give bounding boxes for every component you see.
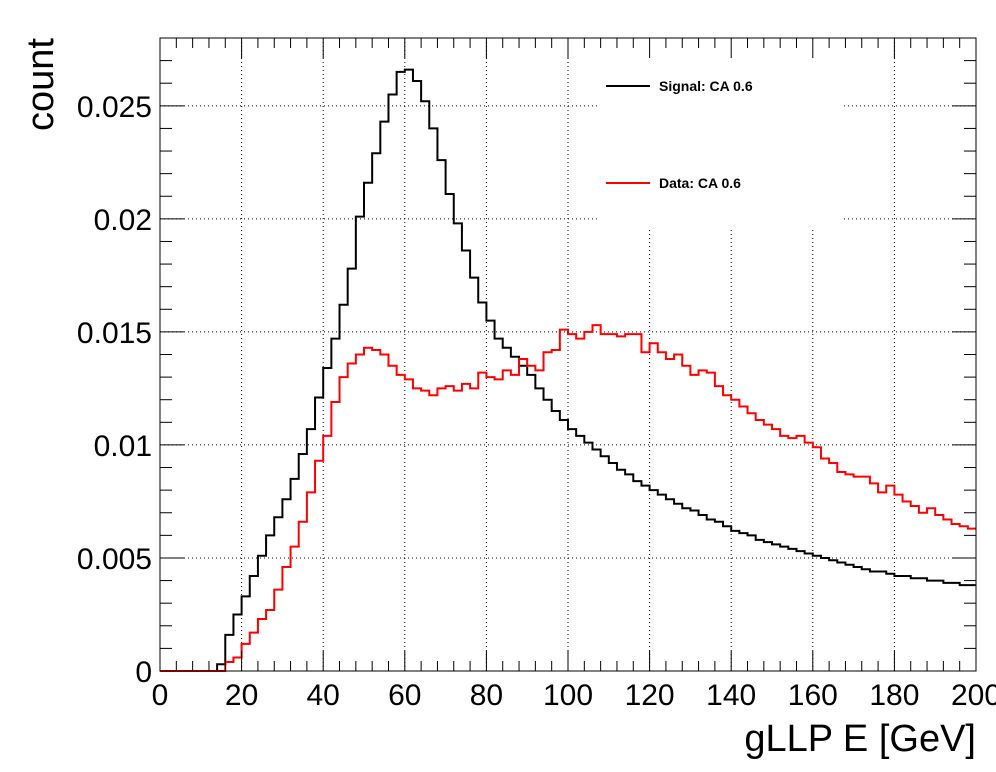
x-tick-label-3: 60	[388, 679, 421, 712]
legend-box	[597, 40, 843, 230]
legend-label-signal: Signal: CA 0.6	[659, 78, 753, 94]
axis-tick-labels: 0 20 40 60 80 100 120 140 160 180 200 0 0.005 0.01 0.0…	[77, 91, 996, 712]
axis-ticks	[159, 37, 977, 672]
x-axis-title: gLLP E [GeV]	[744, 718, 976, 760]
legend-label-data: Data: CA 0.6	[659, 175, 741, 191]
x-tick-label-5: 100	[543, 679, 593, 712]
series-line-0	[160, 68, 976, 672]
x-tick-label-2: 40	[307, 679, 340, 712]
x-tick-label-1: 20	[225, 679, 258, 712]
y-tick-label-1: 0.005	[77, 543, 152, 576]
x-tick-label-10: 200	[951, 679, 996, 712]
x-tick-label-6: 120	[625, 679, 675, 712]
legend: Signal: CA 0.6 Data: CA 0.6	[597, 40, 843, 230]
series-line-1	[160, 324, 976, 672]
x-tick-label-4: 80	[470, 679, 503, 712]
x-tick-label-8: 160	[788, 679, 838, 712]
x-tick-label-0: 0	[152, 679, 169, 712]
y-tick-label-5: 0.025	[77, 91, 152, 124]
x-tick-label-9: 180	[869, 679, 919, 712]
y-axis-title: count	[20, 38, 62, 131]
y-tick-label-2: 0.01	[94, 430, 152, 463]
y-tick-label-0: 0	[135, 656, 152, 689]
y-tick-label-4: 0.02	[94, 204, 152, 237]
series-layer	[160, 68, 976, 672]
x-tick-label-7: 140	[706, 679, 756, 712]
y-tick-label-3: 0.015	[77, 317, 152, 350]
